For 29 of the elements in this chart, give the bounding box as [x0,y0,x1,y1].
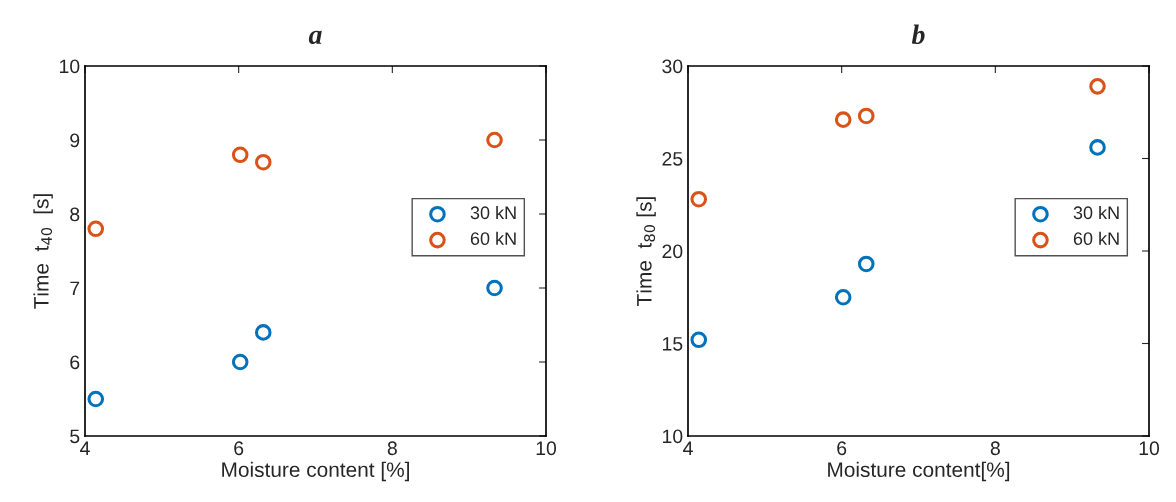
y-tick-label: 9 [70,133,80,148]
legend-label: 60 kN [470,231,516,246]
y-tick-label: 15 [663,337,683,351]
legend-label: 30 kN [470,205,516,220]
legend-label: 60 kN [1073,231,1119,246]
x-axis-title: Moisture content[%] [828,461,1010,482]
legend-label: 30 kN [1073,205,1119,220]
chart-title: a [308,30,322,45]
y-tick-label: 10 [663,429,683,444]
x-tick-label: 10 [536,441,557,456]
y-axis-title: Time t$_{40}$ [s] [33,194,53,309]
y-tick-label: 20 [662,244,683,259]
x-tick-label: 8 [990,441,1000,456]
x-tick-label: 6 [837,441,847,456]
x-tick-label: 6 [234,441,244,456]
y-tick-label: 8 [70,207,80,222]
x-tick-label: 8 [387,441,397,456]
y-tick-label: 5 [70,429,80,444]
x-tick-label: 4 [683,441,693,455]
y-tick-label: 10 [60,59,80,74]
y-tick-label: 7 [70,281,80,296]
y-axis-title: Time t$_{80}$ [s] [636,197,656,306]
y-tick-label: 6 [70,355,80,370]
y-tick-label: 30 [662,59,683,74]
x-tick-label: 10 [1139,441,1160,456]
y-tick-label: 25 [662,151,683,166]
x-tick-label: 4 [80,441,90,455]
chart-title: b [911,24,925,45]
x-axis-title: Moisture content [%] [222,461,409,482]
